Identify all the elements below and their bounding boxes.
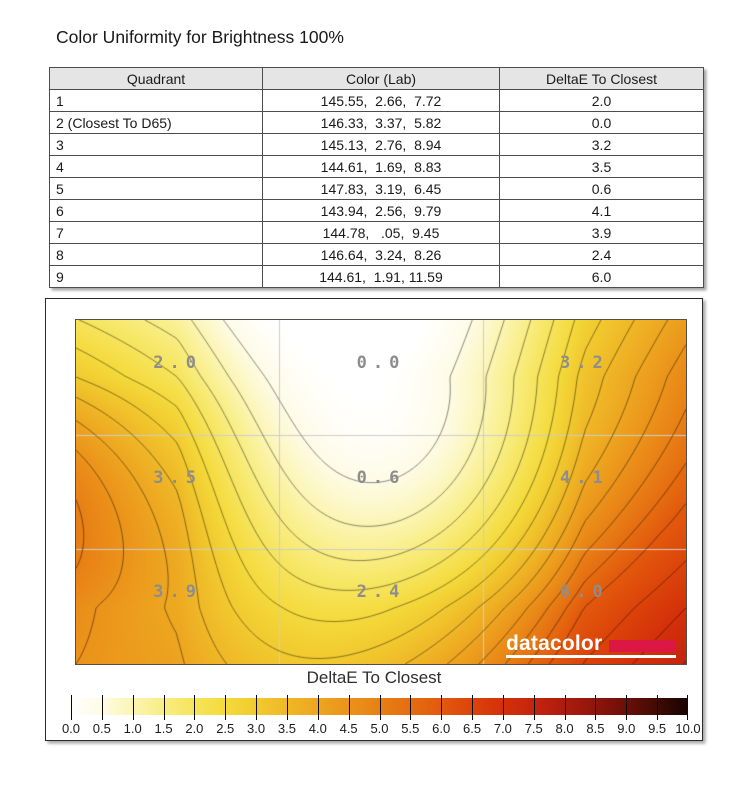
- cell-color-lab: 144.61, 1.91, 11.59: [262, 265, 500, 288]
- colorbar-tick: [380, 695, 381, 720]
- colorbar-tick-label: 2.0: [185, 721, 204, 736]
- cell-quadrant: 9: [49, 265, 263, 288]
- datacolor-logo-accent-bar: [609, 640, 676, 652]
- col-header-color-lab: Color (Lab): [262, 67, 500, 90]
- cell-quadrant: 4: [49, 155, 263, 178]
- colorbar-tick: [349, 695, 350, 720]
- colorbar-tick: [410, 695, 411, 720]
- colorbar-tick-label: 4.0: [308, 721, 327, 736]
- colorbar-tick-label: 9.5: [648, 721, 667, 736]
- cell-quadrant: 2 (Closest To D65): [49, 111, 263, 134]
- colorbar-tick-label: 5.5: [401, 721, 420, 736]
- colorbar-tick-label: 6.5: [463, 721, 482, 736]
- page-title: Color Uniformity for Brightness 100%: [56, 27, 344, 47]
- col-header-deltae: DeltaE To Closest: [499, 67, 704, 90]
- cell-deltae: 2.4: [499, 243, 704, 266]
- cell-quadrant: 8: [49, 243, 263, 266]
- uniformity-table: Quadrant Color (Lab) DeltaE To Closest 1…: [49, 67, 704, 288]
- colorbar: 0.0 0.5 1.0 1.5 2.0 2.5 3.0 3.5 4.0 4.5 5.0 5.5 6.0 6…: [62, 695, 701, 736]
- table-row: 6 143.94, 2.56, 9.79 4.1: [49, 199, 704, 222]
- colorbar-tick: [472, 695, 473, 720]
- cell-deltae: 2.0: [499, 89, 704, 112]
- colorbar-tick: [565, 695, 566, 720]
- table-row: 9 144.61, 1.91, 11.59 6.0: [49, 265, 704, 288]
- colorbar-tick: [687, 695, 688, 720]
- cell-quadrant: 7: [49, 221, 263, 244]
- colorbar-tick-label: 1.5: [154, 721, 173, 736]
- contour-canvas: [76, 320, 686, 664]
- colorbar-tick-label: 6.0: [432, 721, 451, 736]
- colorbar-tick: [595, 695, 596, 720]
- colorbar-tick: [164, 695, 165, 720]
- uniformity-table-wrap: Quadrant Color (Lab) DeltaE To Closest 1…: [49, 67, 704, 288]
- cell-quadrant: 5: [49, 177, 263, 200]
- colorbar-tick: [534, 695, 535, 720]
- colorbar-tick: [503, 695, 504, 720]
- cell-quadrant: 1: [49, 89, 263, 112]
- colorbar-tick: [102, 695, 103, 720]
- colorbar-tick-label: 0.5: [92, 721, 111, 736]
- cell-deltae: 0.6: [499, 177, 704, 200]
- cell-color-lab: 147.83, 3.19, 6.45: [262, 177, 500, 200]
- colorbar-tick: [71, 695, 72, 720]
- cell-deltae: 0.0: [499, 111, 704, 134]
- colorbar-tick-label: 8.5: [586, 721, 605, 736]
- colorbar-tick: [287, 695, 288, 720]
- colorbar-tick-label: 7.5: [524, 721, 543, 736]
- colorbar-tick-label: 9.0: [617, 721, 636, 736]
- colorbar-title: DeltaE To Closest: [306, 668, 442, 687]
- cell-color-lab: 143.94, 2.56, 9.79: [262, 199, 500, 222]
- colorbar-tick: [626, 695, 627, 720]
- cell-color-lab: 145.13, 2.76, 8.94: [262, 133, 500, 156]
- cell-quadrant: 6: [49, 199, 263, 222]
- table-row: 8 146.64, 3.24, 8.26 2.4: [49, 243, 704, 266]
- table-row: 4 144.61, 1.69, 8.83 3.5: [49, 155, 704, 178]
- colorbar-tick: [318, 695, 319, 720]
- table-row: 7 144.78, .05, 9.45 3.9: [49, 221, 704, 244]
- cell-deltae: 3.9: [499, 221, 704, 244]
- table-row: 2 (Closest To D65) 146.33, 3.37, 5.82 0.…: [49, 111, 704, 134]
- uniformity-figure: datacolor 2.0 0.0 3.2 3.5 0.6 4.1 3.9 2.4 6.0 De…: [45, 298, 703, 741]
- colorbar-tick-label: 4.5: [339, 721, 358, 736]
- table-header-row: Quadrant Color (Lab) DeltaE To Closest: [49, 67, 704, 90]
- colorbar-tick-label: 7.0: [493, 721, 512, 736]
- colorbar-tick-label: 3.0: [247, 721, 266, 736]
- colorbar-tick: [256, 695, 257, 720]
- table-row: 3 145.13, 2.76, 8.94 3.2: [49, 133, 704, 156]
- colorbar-tick: [657, 695, 658, 720]
- colorbar-tick-label: 5.0: [370, 721, 389, 736]
- colorbar-tick: [225, 695, 226, 720]
- cell-quadrant: 3: [49, 133, 263, 156]
- table-row: 1 145.55, 2.66, 7.72 2.0: [49, 89, 704, 112]
- cell-color-lab: 144.61, 1.69, 8.83: [262, 155, 500, 178]
- contour-plot: datacolor 2.0 0.0 3.2 3.5 0.6 4.1 3.9 2.4 6.0: [75, 319, 687, 665]
- cell-color-lab: 146.33, 3.37, 5.82: [262, 111, 500, 134]
- colorbar-tick-label: 8.0: [555, 721, 574, 736]
- cell-deltae: 4.1: [499, 199, 704, 222]
- cell-deltae: 6.0: [499, 265, 704, 288]
- cell-deltae: 3.2: [499, 133, 704, 156]
- colorbar-tick: [194, 695, 195, 720]
- colorbar-tick-label: 2.5: [216, 721, 235, 736]
- colorbar-tick-label: 10.0: [675, 721, 701, 736]
- colorbar-tick: [133, 695, 134, 720]
- datacolor-logo: datacolor: [506, 632, 676, 658]
- datacolor-logo-text: datacolor: [506, 632, 603, 655]
- table-row: 5 147.83, 3.19, 6.45 0.6: [49, 177, 704, 200]
- colorbar-tick: [441, 695, 442, 720]
- cell-color-lab: 144.78, .05, 9.45: [262, 221, 500, 244]
- cell-color-lab: 146.64, 3.24, 8.26: [262, 243, 500, 266]
- colorbar-tick-label: 0.0: [61, 721, 81, 736]
- col-header-quadrant: Quadrant: [49, 67, 263, 90]
- colorbar-tick-label: 1.0: [123, 721, 142, 736]
- colorbar-tick-label: 3.5: [277, 721, 296, 736]
- cell-deltae: 3.5: [499, 155, 704, 178]
- cell-color-lab: 145.55, 2.66, 7.72: [262, 89, 500, 112]
